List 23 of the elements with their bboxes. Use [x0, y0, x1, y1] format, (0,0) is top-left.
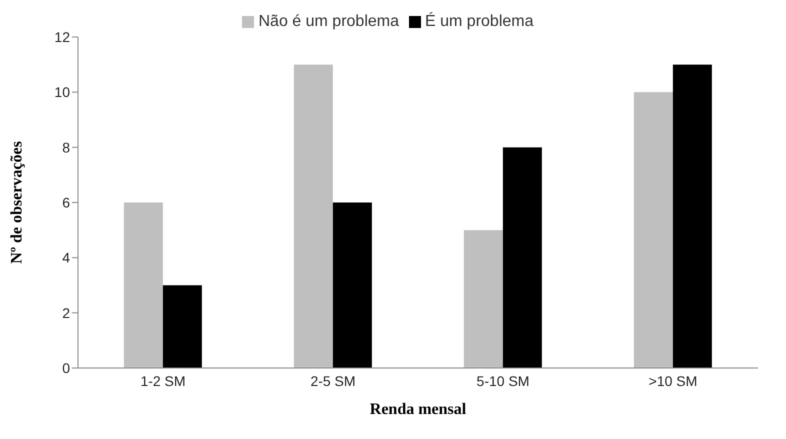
y-tick-label: 4: [62, 250, 70, 266]
x-tick-label: 2-5 SM: [310, 372, 356, 389]
x-tick-label: 1-2 SM: [140, 372, 186, 389]
y-tick-label: 8: [62, 139, 70, 156]
bar: [332, 202, 372, 368]
bar: [672, 64, 712, 368]
legend-label: É um problema: [425, 13, 534, 30]
y-tick-label: 2: [62, 304, 70, 321]
bar: [502, 147, 542, 368]
y-tick-label: 0: [62, 360, 70, 376]
bar: [294, 64, 333, 368]
y-tick-label: 12: [54, 28, 70, 45]
x-axis-title: Renda mensal: [370, 401, 467, 418]
bar: [162, 285, 202, 368]
bar: [464, 230, 503, 368]
x-tick-label: 5-10 SM: [476, 372, 530, 389]
x-tick-label: >10 SM: [648, 372, 698, 389]
bar: [124, 202, 163, 368]
y-tick-label: 10: [54, 84, 70, 100]
y-tick-label: 6: [62, 194, 70, 210]
bar: [634, 92, 673, 368]
y-axis-title: Nº de observações: [8, 141, 26, 264]
legend-label: Não é um problema: [258, 13, 399, 30]
